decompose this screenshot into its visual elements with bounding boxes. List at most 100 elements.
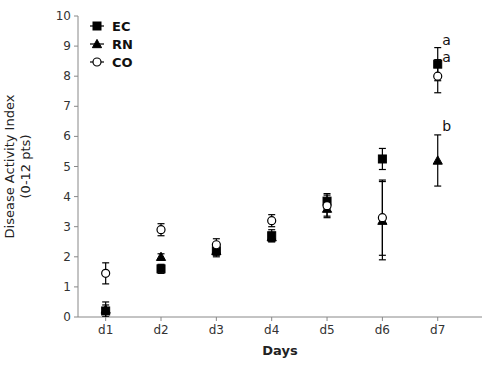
error-bar — [158, 224, 165, 236]
y-axis-label-line: Disease Activity Index — [2, 94, 17, 238]
x-tick-label: d2 — [153, 323, 168, 337]
error-bar — [158, 264, 165, 273]
y-tick-label: 9 — [63, 39, 71, 53]
point — [378, 214, 386, 222]
y-tick — [74, 196, 78, 197]
series — [102, 60, 442, 284]
error-bar-cap — [379, 259, 386, 260]
error-bar — [213, 239, 220, 251]
y-tick — [74, 136, 78, 137]
series — [101, 135, 442, 317]
y-tick-label: 1 — [63, 280, 71, 294]
x-tick-label: d6 — [375, 323, 390, 337]
point — [156, 252, 165, 260]
error-bar — [324, 195, 331, 216]
y-tick-label: 3 — [63, 220, 71, 234]
legend-item: CO — [90, 55, 133, 70]
x-tick — [437, 317, 438, 321]
y-tick-label: 5 — [63, 160, 71, 174]
error-bar-cap — [324, 194, 331, 195]
legend-label: CO — [112, 55, 133, 70]
x-tick-label: d3 — [209, 323, 224, 337]
y-tick-label: 6 — [63, 129, 71, 143]
error-bar-cap — [434, 47, 441, 48]
y-tick — [74, 317, 78, 318]
error-bar-cap — [379, 169, 386, 170]
point — [434, 72, 442, 80]
x-tick-label: d4 — [264, 323, 279, 337]
y-tick — [74, 286, 78, 287]
x-tick — [216, 317, 217, 321]
y-axis-label: Disease Activity Index(0-12 pts) — [2, 94, 33, 238]
error-bar-cap — [379, 179, 386, 180]
plot-area — [101, 48, 442, 317]
error-bar-cap — [268, 229, 275, 230]
x-tick-label: d5 — [319, 323, 334, 337]
error-bar-cap — [102, 316, 109, 317]
legend-marker — [92, 39, 101, 47]
y-tick — [74, 46, 78, 47]
y-tick-label: 2 — [63, 250, 71, 264]
point — [157, 226, 165, 234]
y-tick — [74, 166, 78, 167]
point — [102, 269, 110, 277]
error-bar-cap — [434, 185, 441, 186]
error-bar-cap — [324, 216, 331, 217]
chart: d1d2d3d4d5d6d7012345678910DaysDisease Ac… — [0, 0, 500, 365]
error-bar-cap — [102, 316, 109, 317]
error-bar-cap — [379, 255, 386, 256]
error-bar-cap — [102, 301, 109, 302]
error-bar — [268, 215, 275, 227]
legend-marker — [93, 22, 101, 30]
error-bar-cap — [434, 134, 441, 135]
error-bar — [379, 148, 386, 169]
legend-label: EC — [112, 19, 130, 34]
error-bar-cap — [158, 235, 165, 236]
legend-item: RN — [90, 37, 133, 52]
point — [323, 202, 331, 210]
y-tick-label: 4 — [63, 190, 71, 204]
y-tick — [74, 256, 78, 257]
x-tick-label: d7 — [430, 323, 445, 337]
error-bar-cap — [213, 256, 220, 257]
error-bar-cap — [102, 262, 109, 263]
series — [102, 48, 442, 317]
error-bar-cap — [324, 193, 331, 194]
y-tick-label: 7 — [63, 99, 71, 113]
y-tick-label: 0 — [63, 310, 71, 324]
error-bar-cap — [268, 226, 275, 227]
y-tick — [74, 16, 78, 17]
error-bar — [434, 60, 441, 93]
error-bar-cap — [434, 92, 441, 93]
error-bar-cap — [268, 214, 275, 215]
x-tick — [105, 317, 106, 321]
point — [433, 156, 442, 164]
legend-item: EC — [90, 19, 130, 34]
y-tick — [74, 106, 78, 107]
error-bar-cap — [379, 148, 386, 149]
error-bar — [379, 180, 386, 255]
legend: EC RN CO — [90, 19, 133, 70]
point — [267, 233, 276, 241]
y-tick-label: 8 — [63, 69, 71, 83]
y-tick-label: 10 — [56, 9, 71, 23]
point — [101, 305, 110, 313]
x-axis-label: Days — [262, 343, 298, 358]
error-bar — [102, 263, 109, 284]
error-bar-cap — [213, 238, 220, 239]
point — [378, 155, 386, 163]
x-tick — [271, 317, 272, 321]
x-tick — [327, 317, 328, 321]
error-bar-cap — [324, 217, 331, 218]
annotation: b — [442, 118, 451, 134]
error-bar-cap — [158, 223, 165, 224]
annotation: a — [442, 49, 451, 65]
point — [268, 217, 276, 225]
error-bar-cap — [213, 250, 220, 251]
point — [157, 265, 165, 273]
x-tick — [161, 317, 162, 321]
error-bar-cap — [102, 283, 109, 284]
legend-marker — [93, 58, 101, 66]
x-tick — [382, 317, 383, 321]
error-bar-cap — [434, 59, 441, 60]
